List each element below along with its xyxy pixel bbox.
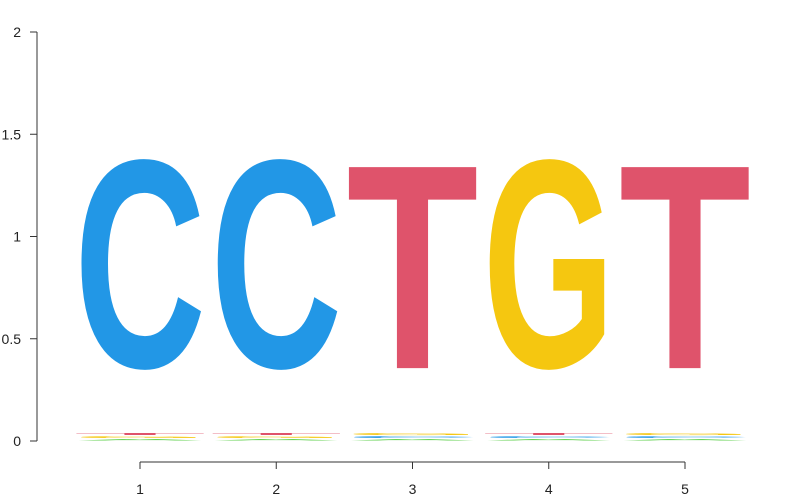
y-tick-label: 0	[13, 433, 21, 449]
logo-letter-c-pos-1: C	[74, 98, 206, 431]
y-tick-label: 0.5	[2, 331, 22, 347]
logo-letter-g-pos-3: G	[347, 432, 479, 435]
logo-letter-t-pos-3: T	[347, 104, 479, 430]
logo-letter-t-pos-5: T	[619, 104, 751, 430]
x-tick-label: 1	[136, 481, 144, 497]
logo-letter-g-pos-2: G	[210, 436, 342, 439]
logo-letter-g-pos-5: G	[619, 432, 751, 435]
logo-letter-c-pos-4: C	[483, 436, 615, 439]
logo-letter-a-pos-2: A	[210, 439, 342, 441]
logo-letter-c-pos-2: C	[210, 98, 342, 431]
logo-letter-a-pos-3: A	[347, 439, 479, 441]
y-tick-label: 1.5	[2, 126, 22, 142]
logo-letter-g-pos-4: G	[483, 99, 615, 431]
logo-letter-a-pos-4: A	[483, 439, 615, 441]
y-axis: 0 0.5 1 1.5 2	[2, 24, 38, 449]
x-tick-label: 4	[545, 481, 553, 497]
x-tick-label: 3	[409, 481, 417, 497]
x-tick-label: 2	[272, 481, 280, 497]
y-tick-label: 2	[13, 24, 21, 40]
logo-letter-t-pos-1: T	[74, 432, 206, 435]
logo-letter-t-pos-4: T	[483, 432, 615, 435]
logo-letter-t-pos-2: T	[210, 432, 342, 435]
y-tick-label: 1	[13, 229, 21, 245]
x-axis: 1 2 3 4 5	[136, 461, 689, 497]
logo-letter-a-pos-5: A	[619, 439, 751, 441]
logo-letter-g-pos-1: G	[74, 436, 206, 439]
logo-letter-a-pos-1: A	[74, 439, 206, 441]
x-tick-label: 5	[681, 481, 689, 497]
logo-letter-c-pos-5: C	[619, 436, 751, 439]
logo-letter-c-pos-3: C	[347, 436, 479, 439]
